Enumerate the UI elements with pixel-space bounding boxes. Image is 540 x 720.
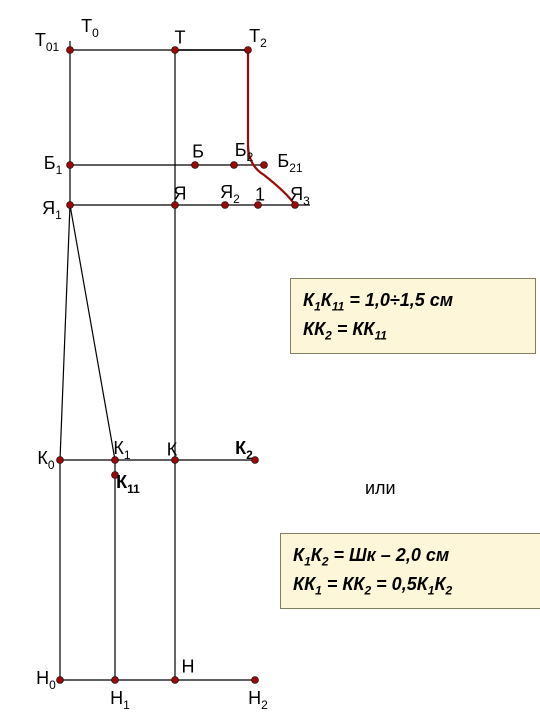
label-Ya2: Я2 [220, 182, 240, 206]
label-H: Н [182, 657, 195, 678]
label-B: Б [192, 142, 204, 163]
label-Ya1: Я1 [42, 198, 62, 222]
label-H1: Н1 [110, 688, 130, 712]
label-K0: К0 [37, 448, 54, 472]
label-T01: Т01 [35, 30, 59, 54]
formula-box-1: К1К11 = 1,0÷1,5 смКК2 = КК11 [290, 278, 536, 354]
formula-box-2: К1К2 = Шк – 2,0 смКК1 = КК2 = 0,5К1К2 [280, 533, 540, 609]
label-Ya: Я [174, 184, 187, 205]
label-H2: Н2 [248, 688, 268, 712]
or-label: или [365, 478, 396, 499]
label-one: 1 [255, 185, 265, 206]
label-K11: К11 [116, 472, 140, 496]
label-Ya3: Я3 [290, 184, 310, 208]
drafting-diagram [0, 0, 540, 720]
label-T0: Т0 [81, 16, 99, 40]
label-T: Т [175, 28, 186, 49]
label-K1: К1 [113, 438, 130, 462]
label-H0: Н0 [36, 668, 56, 692]
label-B2: Б2 [235, 140, 254, 164]
label-B21: Б21 [277, 151, 302, 175]
label-K: К [167, 440, 178, 461]
label-K2: К2 [235, 438, 253, 462]
label-B1: Б1 [44, 153, 63, 177]
label-T2: Т2 [249, 26, 267, 50]
